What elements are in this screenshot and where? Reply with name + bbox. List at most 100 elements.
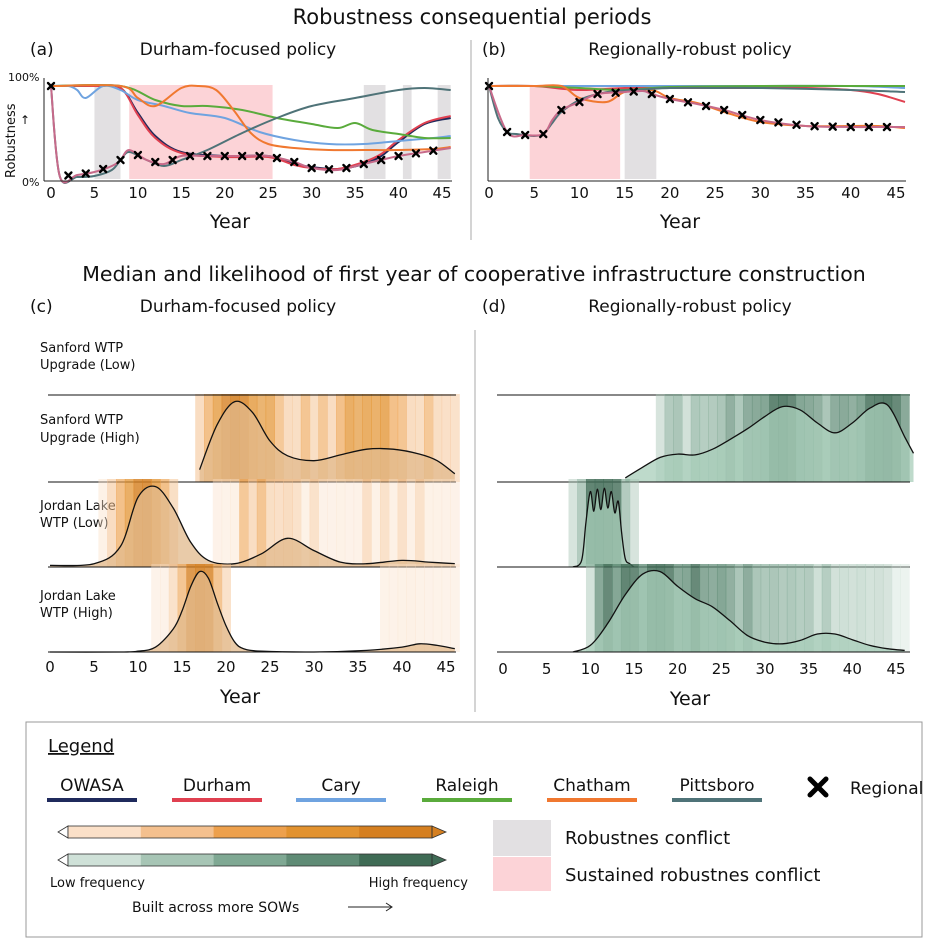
frequency-band [371, 479, 381, 567]
row-label-line2: WTP (High) [40, 606, 113, 621]
x-tick-label: 0 [46, 184, 56, 202]
frequency-band [655, 394, 666, 482]
regional-marker [774, 118, 783, 127]
frequency-band [160, 564, 170, 652]
x-tick-label: 15 [624, 660, 643, 678]
regional-marker [237, 151, 247, 161]
y-tick-top: 100% [8, 71, 39, 84]
row-label-line1: Sanford WTP [40, 341, 123, 356]
x-tick-labels: 0 5 10 15 20 25 30 35 40 45 [45, 658, 455, 676]
regional-marker [394, 151, 403, 161]
x-tick-label: 30 [302, 184, 321, 202]
regional-marker [539, 129, 548, 139]
x-tick-label: 25 [260, 658, 279, 676]
x-tick-label: 45 [432, 184, 451, 202]
frequency-band [406, 564, 416, 652]
frequency-band [283, 479, 293, 567]
conflict-band [624, 85, 657, 179]
regional-marker [520, 130, 530, 140]
frequency-band [725, 564, 736, 652]
frequency-band [388, 564, 399, 652]
panel-a-title: Durham-focused policy [140, 40, 337, 60]
frequency-band [839, 564, 849, 652]
regional-marker [882, 122, 892, 132]
regional-marker [864, 122, 874, 132]
regional-marker [168, 155, 177, 165]
frequency-band [441, 564, 451, 652]
density-area [572, 570, 905, 652]
frequency-band [603, 564, 613, 652]
legend-label-owasa: OWASA [60, 776, 124, 796]
regional-marker [64, 171, 73, 180]
legend-label-raleigh: Raleigh [435, 776, 498, 796]
x-tick-label: 15 [172, 658, 191, 676]
legend-label-pittsboro: Pittsboro [680, 776, 755, 796]
density-curve [572, 569, 905, 653]
frequency-band [813, 564, 823, 652]
regional-marker [593, 89, 602, 99]
frequency-band [699, 394, 709, 482]
x-tick-label: 35 [799, 660, 818, 678]
regional-marker [46, 81, 56, 91]
frequency-band [424, 479, 434, 567]
legend-conflict-swatch [493, 820, 551, 856]
frequency-band [760, 564, 770, 652]
regional-marker [647, 89, 656, 99]
frequency-band [380, 394, 390, 482]
legend-low-frequency: Low frequency [50, 876, 145, 891]
regional-marker [411, 149, 421, 158]
series-line-chatham [50, 84, 451, 152]
x-tick-label: 35 [348, 658, 367, 676]
frequency-band [336, 394, 346, 482]
frequency-band [441, 394, 451, 482]
frequency-band [716, 564, 727, 652]
regional-marker [359, 159, 368, 169]
legend-title: Legend [48, 736, 114, 757]
frequency-band [344, 394, 355, 482]
panel-c-title: Durham-focused policy [140, 297, 337, 317]
regional-marker [220, 151, 229, 161]
row-label-line1: Jordan Lake [39, 589, 116, 604]
x-tick-label: 5 [90, 184, 100, 202]
green-ramp-outline [67, 853, 433, 867]
frequency-band [397, 394, 407, 482]
x-axis-label-d: Year [669, 688, 710, 710]
x-tick-label: 0 [498, 660, 508, 678]
frequency-band [300, 394, 311, 482]
panel-b-tag: (b) [482, 40, 506, 60]
frequency-band [847, 564, 858, 652]
regional-marker [828, 122, 837, 131]
frequency-band [336, 479, 346, 567]
orange-ramp-segment [68, 826, 142, 838]
orange-ramp-segment [286, 826, 360, 838]
frequency-band [397, 564, 407, 652]
frequency-band [353, 479, 363, 567]
conflict-bands [529, 85, 657, 179]
regional-marker [185, 151, 195, 161]
x-tick-label: 20 [215, 184, 234, 202]
legend-sustained-swatch [493, 857, 551, 891]
y-tick-bottom: 0% [22, 176, 39, 189]
row-labels: Sanford WTP Upgrade (Low) Sanford WTP Up… [39, 341, 140, 621]
x-tick-label: 30 [755, 660, 774, 678]
frequency-band [283, 394, 293, 482]
panel-c-ridgeline-chart: 0 5 10 15 20 25 30 35 40 45 [45, 394, 460, 676]
regional-marker [255, 151, 264, 161]
frequency-band [204, 394, 214, 482]
frequency-band [585, 564, 596, 652]
x-axis-label-b: Year [659, 211, 700, 233]
frequency-band [380, 479, 390, 567]
frequency-band [568, 479, 578, 567]
density-curve [49, 485, 455, 567]
robustness-lines [50, 83, 451, 184]
x-tick-label: 5 [529, 184, 539, 202]
legend-utilities: OWASA Durham Cary Raleigh Chatham Pittsboro [47, 776, 762, 802]
legend-regional: Regional [807, 776, 923, 799]
panel-d-ridgeline-chart: 0 5 10 15 20 25 30 35 40 45 [497, 394, 915, 678]
green-ramp-segment [359, 854, 433, 866]
regional-marker [290, 157, 299, 167]
frequency-band [221, 479, 231, 567]
frequency-band [318, 394, 328, 482]
x-tick-label: 20 [216, 658, 235, 676]
frequency-band [577, 479, 587, 567]
